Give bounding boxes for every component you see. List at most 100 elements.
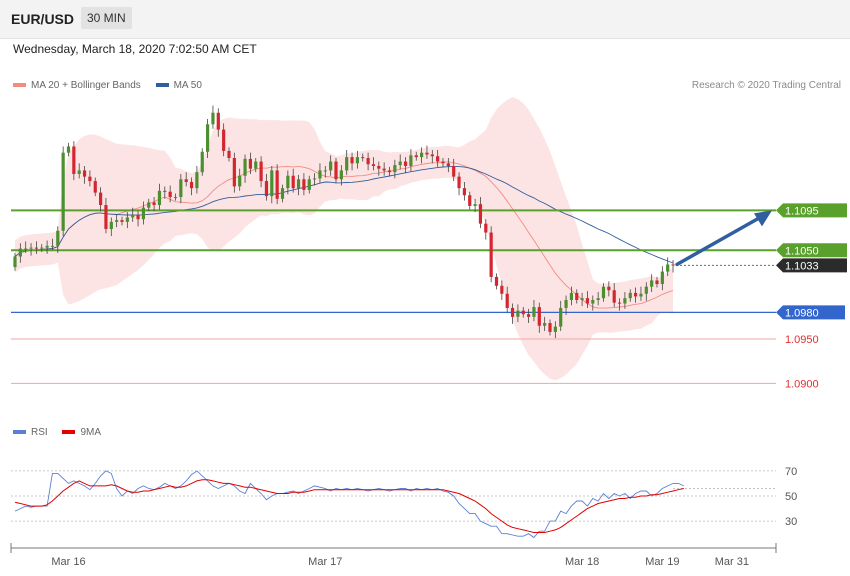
candle-body-14 (88, 176, 92, 182)
candle-body-47 (264, 181, 269, 197)
candle-body-58 (323, 170, 327, 172)
candle-body-26 (152, 202, 156, 206)
candle-body-28 (163, 190, 167, 192)
forecast-arrow (675, 210, 772, 267)
candle-body-70 (387, 170, 392, 173)
candle-body-48 (270, 170, 274, 197)
candle-body-82 (452, 165, 456, 177)
bollinger-bands (15, 97, 673, 381)
price-levels (11, 209, 776, 384)
forecast-arrow-head (754, 210, 772, 227)
candle-body-74 (409, 155, 413, 166)
candle-body-45 (254, 161, 258, 169)
candlesticks (13, 105, 675, 339)
candle-body-120 (655, 280, 659, 284)
candle-body-17 (104, 205, 108, 229)
ma50-line (14, 166, 674, 264)
level-tag-0 (776, 203, 847, 218)
candle-body-85 (468, 195, 472, 206)
forecast-arrow-shaft (675, 214, 764, 267)
candle-body-102 (559, 307, 563, 327)
candle-body-9 (61, 152, 65, 231)
candle-body-63 (350, 157, 354, 164)
candle-body-111 (607, 286, 611, 291)
candle-body-110 (601, 286, 606, 299)
candle-body-50 (280, 188, 285, 199)
candle-body-20 (120, 220, 124, 222)
candle-body-95 (521, 310, 525, 315)
level-labels: 1.1095 1.1050 1.0980 1.0950 1.0900 1.1033 (776, 203, 847, 390)
candle-body-84 (462, 188, 466, 196)
legend-item-9ma: 9MA (62, 427, 101, 438)
candle-body-52 (291, 175, 295, 189)
candle-body-38 (216, 112, 220, 130)
legend-label-rsi: RSI (31, 427, 48, 438)
candle-body-83 (457, 176, 461, 189)
chart-header: EUR/USD 30 MIN (0, 0, 850, 39)
legend-swatch-ma20 (13, 83, 26, 88)
candle-body-7 (50, 245, 55, 247)
candle-body-92 (505, 293, 509, 308)
candle-body-22 (131, 214, 135, 218)
candle-body-34 (195, 172, 199, 189)
candle-body-24 (141, 207, 145, 220)
level-label-4: 1.0900 (785, 378, 819, 390)
candle-body-118 (644, 286, 648, 294)
candle-body-12 (77, 170, 81, 174)
level-tag-1 (776, 243, 847, 258)
candle-body-103 (564, 299, 568, 308)
level-label-3: 1.0950 (785, 334, 819, 346)
candle-body-121 (660, 271, 664, 284)
legend-item-ma20: MA 20 + Bollinger Bands (13, 80, 141, 91)
candle-body-13 (82, 170, 87, 177)
legend-swatch-ma50 (155, 83, 169, 88)
legend-label-ma50: MA 50 (173, 80, 202, 91)
level-label-2: 1.0980 (785, 307, 819, 319)
candle-body-98 (537, 307, 541, 326)
candle-body-25 (147, 202, 151, 208)
time-tick-1: Mar 17 (308, 556, 342, 568)
candle-body-90 (494, 276, 499, 286)
candle-body-59 (329, 161, 333, 171)
rsi-tick-50: 50 (785, 491, 797, 503)
candle-body-72 (398, 161, 402, 166)
candle-body-65 (361, 157, 365, 159)
candle-body-36 (206, 124, 210, 152)
time-tick-0: Mar 16 (51, 556, 85, 568)
candle-body-87 (478, 204, 483, 224)
candle-body-115 (628, 292, 632, 299)
candle-body-71 (393, 165, 397, 173)
main-legend: MA 20 + Bollinger Bands MA 50 (13, 80, 214, 91)
candle-body-61 (339, 170, 343, 180)
candle-body-88 (484, 223, 488, 233)
candle-body-117 (639, 293, 643, 297)
level-label-0: 1.1095 (785, 205, 819, 217)
time-tick-2: Mar 18 (565, 556, 599, 568)
candle-body-5 (40, 247, 44, 249)
candle-body-21 (125, 217, 129, 222)
candle-body-75 (414, 155, 418, 158)
candle-body-62 (345, 157, 349, 171)
candle-body-54 (302, 179, 306, 190)
candle-body-123 (671, 264, 675, 266)
legend-item-rsi: RSI (13, 427, 48, 438)
candle-body-112 (612, 290, 616, 303)
candle-body-4 (34, 247, 38, 249)
candle-body-44 (248, 158, 252, 169)
rsi-legend: RSI 9MA (13, 427, 113, 438)
candle-body-56 (313, 178, 317, 180)
rsi-line (14, 470, 684, 539)
last-price-label: 1.1033 (785, 260, 819, 272)
candle-body-11 (72, 146, 76, 174)
timeframe-badge[interactable]: 30 MIN (81, 7, 132, 29)
candle-body-27 (157, 190, 162, 206)
candle-body-31 (179, 179, 183, 198)
candle-body-106 (580, 298, 584, 300)
candle-body-33 (189, 181, 194, 189)
candle-body-49 (275, 170, 279, 199)
candle-body-66 (366, 158, 370, 165)
candle-body-101 (553, 326, 557, 332)
research-credit: Research © 2020 Trading Central (691, 80, 841, 91)
candle-body-0 (13, 256, 17, 268)
